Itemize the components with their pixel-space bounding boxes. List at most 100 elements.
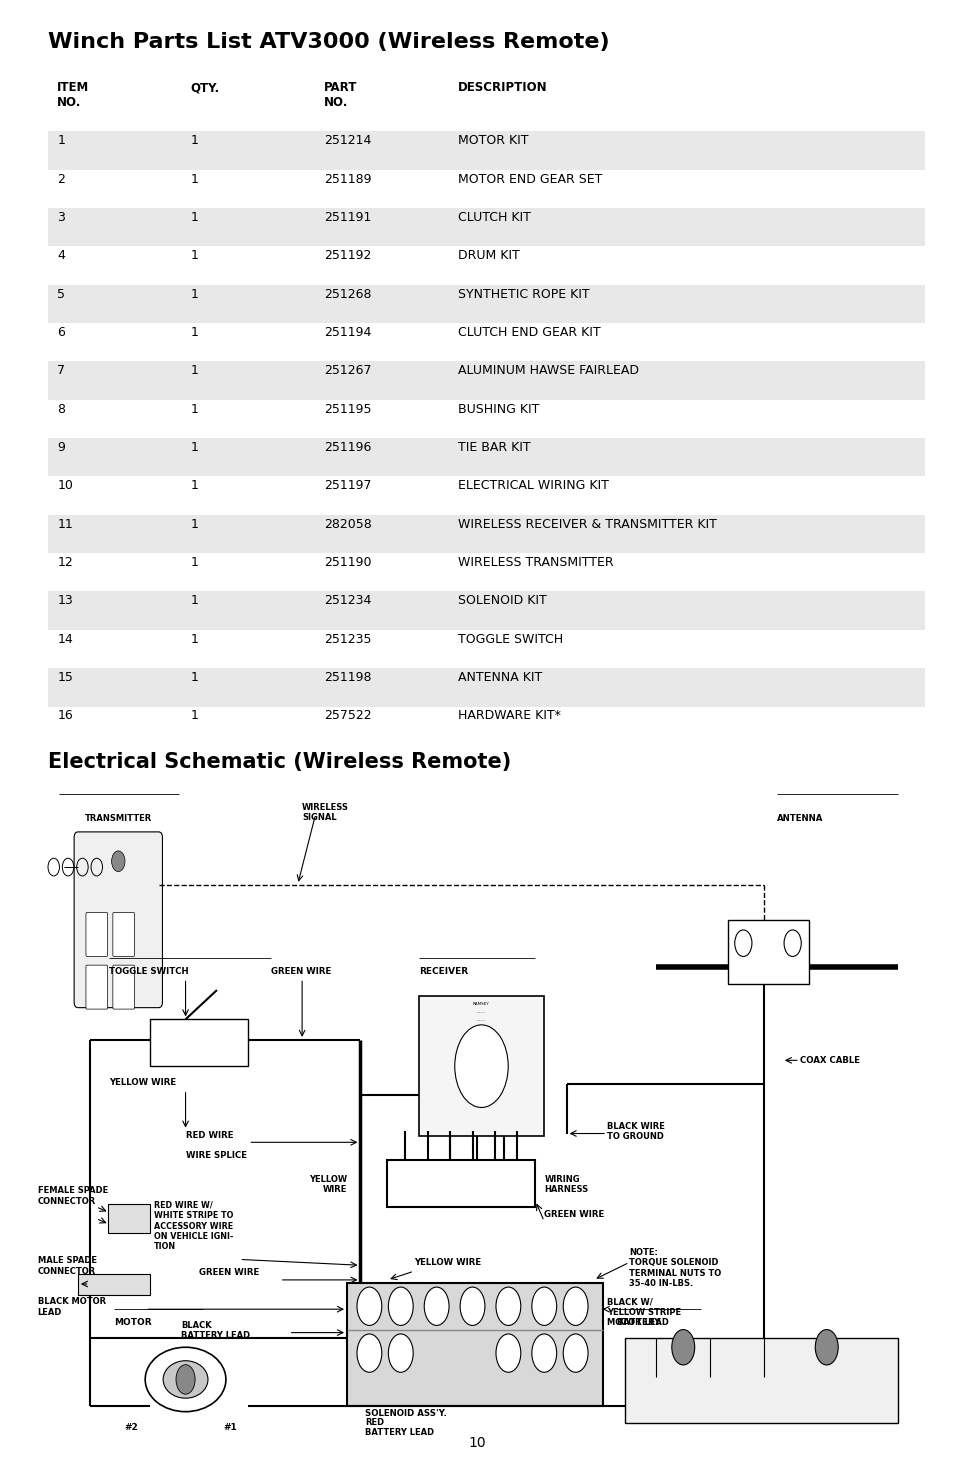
Circle shape [455, 1025, 508, 1108]
Text: 11: 11 [57, 518, 73, 531]
Circle shape [562, 1288, 587, 1326]
Text: WIRELESS RECEIVER & TRANSMITTER KIT: WIRELESS RECEIVER & TRANSMITTER KIT [457, 518, 716, 531]
Text: 251189: 251189 [324, 173, 372, 186]
FancyBboxPatch shape [74, 832, 162, 1007]
Text: FEMALE SPADE
CONNECTOR: FEMALE SPADE CONNECTOR [37, 1186, 108, 1205]
Text: TIE BAR KIT: TIE BAR KIT [457, 441, 530, 454]
Text: #2: #2 [125, 1423, 138, 1432]
Text: 1: 1 [191, 441, 198, 454]
Text: RED WIRE W/
WHITE STRIPE TO
ACCESSORY WIRE
ON VEHICLE IGNI-
TION: RED WIRE W/ WHITE STRIPE TO ACCESSORY WI… [154, 1201, 233, 1251]
Circle shape [356, 1288, 381, 1326]
Circle shape [388, 1333, 413, 1372]
Text: 1: 1 [191, 594, 198, 608]
Text: 251214: 251214 [324, 134, 372, 148]
Text: 4: 4 [57, 249, 65, 263]
Text: RED
BATTERY LEAD: RED BATTERY LEAD [364, 1417, 434, 1437]
Text: TOGGLE SWITCH: TOGGLE SWITCH [457, 633, 562, 646]
Text: QTY.: QTY. [191, 81, 220, 94]
Text: 6: 6 [57, 326, 65, 339]
Circle shape [671, 1329, 694, 1364]
Circle shape [459, 1288, 484, 1326]
Text: 3: 3 [57, 211, 65, 224]
Text: 1: 1 [191, 556, 198, 569]
Text: SOLENOID ASS'Y.: SOLENOID ASS'Y. [364, 1409, 446, 1417]
Bar [150, 1019, 248, 1066]
Text: 282058: 282058 [324, 518, 372, 531]
Text: 8: 8 [57, 403, 65, 416]
Text: ANTENNA: ANTENNA [777, 814, 823, 823]
Text: 15: 15 [57, 671, 73, 684]
Circle shape [734, 929, 751, 956]
Circle shape [496, 1288, 520, 1326]
Text: 13: 13 [57, 594, 73, 608]
Bar [48, 208, 924, 246]
Text: ------: ------ [476, 1010, 485, 1015]
FancyBboxPatch shape [86, 913, 108, 956]
Bar [78, 1274, 150, 1295]
Circle shape [112, 851, 125, 872]
Text: RECEIVER: RECEIVER [418, 966, 467, 975]
Text: 251268: 251268 [324, 288, 372, 301]
Text: PART
NO.: PART NO. [324, 81, 357, 109]
Text: BATTERY: BATTERY [616, 1319, 660, 1328]
Text: SOLENOID KIT: SOLENOID KIT [457, 594, 546, 608]
Circle shape [531, 1288, 557, 1326]
Text: YELLOW
WIRE: YELLOW WIRE [309, 1174, 347, 1193]
Text: 251196: 251196 [324, 441, 372, 454]
Text: 1: 1 [191, 671, 198, 684]
Circle shape [531, 1333, 557, 1372]
Bar [48, 131, 924, 170]
Bar [48, 361, 924, 400]
Text: 251234: 251234 [324, 594, 372, 608]
Text: BLACK MOTOR
LEAD: BLACK MOTOR LEAD [37, 1298, 106, 1317]
Text: 251235: 251235 [324, 633, 372, 646]
Text: TRANSMITTER: TRANSMITTER [85, 814, 152, 823]
Circle shape [388, 1288, 413, 1326]
Bar [727, 920, 808, 984]
Text: ELECTRICAL WIRING KIT: ELECTRICAL WIRING KIT [457, 479, 608, 493]
Text: 14: 14 [57, 633, 73, 646]
Bar [48, 591, 924, 630]
Text: 251197: 251197 [324, 479, 372, 493]
FancyBboxPatch shape [112, 913, 134, 956]
Text: YELLOW WIRE: YELLOW WIRE [110, 1078, 176, 1087]
Circle shape [496, 1333, 520, 1372]
FancyBboxPatch shape [112, 965, 134, 1009]
Text: 251191: 251191 [324, 211, 372, 224]
Text: 1: 1 [191, 479, 198, 493]
Text: 12: 12 [57, 556, 73, 569]
Bar [108, 1204, 150, 1233]
Text: CLUTCH KIT: CLUTCH KIT [457, 211, 530, 224]
Text: MOTOR KIT: MOTOR KIT [457, 134, 528, 148]
Text: DRUM KIT: DRUM KIT [457, 249, 519, 263]
Text: GREEN WIRE: GREEN WIRE [543, 1210, 604, 1218]
Ellipse shape [163, 1361, 208, 1398]
Text: CLUTCH END GEAR KIT: CLUTCH END GEAR KIT [457, 326, 600, 339]
Circle shape [815, 1329, 838, 1364]
Text: 10: 10 [57, 479, 73, 493]
Text: 251190: 251190 [324, 556, 372, 569]
Text: 9: 9 [57, 441, 65, 454]
Text: WIRELESS TRANSMITTER: WIRELESS TRANSMITTER [457, 556, 613, 569]
Circle shape [175, 1364, 194, 1394]
Text: ------: ------ [476, 1018, 485, 1022]
Text: SYNTHETIC ROPE KIT: SYNTHETIC ROPE KIT [457, 288, 589, 301]
Text: ALUMINUM HAWSE FAIRLEAD: ALUMINUM HAWSE FAIRLEAD [457, 364, 639, 378]
Text: HARDWARE KIT*: HARDWARE KIT* [457, 709, 560, 723]
Text: WIRE SPLICE: WIRE SPLICE [185, 1150, 246, 1159]
Text: 251267: 251267 [324, 364, 372, 378]
Bar [48, 515, 924, 553]
Text: WIRING
HARNESS: WIRING HARNESS [543, 1174, 588, 1193]
Text: 10: 10 [468, 1435, 485, 1450]
Bar [48, 438, 924, 476]
Text: Winch Parts List ATV3000 (Wireless Remote): Winch Parts List ATV3000 (Wireless Remot… [48, 32, 609, 53]
Text: 7: 7 [57, 364, 65, 378]
Text: BLACK W/
YELLOW STRIPE
MOTOR LEAD: BLACK W/ YELLOW STRIPE MOTOR LEAD [606, 1298, 680, 1328]
Text: YELLOW WIRE: YELLOW WIRE [414, 1258, 481, 1267]
Bar [624, 1338, 898, 1423]
Bar [347, 1283, 602, 1406]
Text: 257522: 257522 [324, 709, 372, 723]
Text: MOTOR END GEAR SET: MOTOR END GEAR SET [457, 173, 601, 186]
Text: RAMSEY: RAMSEY [473, 1002, 490, 1006]
Circle shape [424, 1288, 449, 1326]
